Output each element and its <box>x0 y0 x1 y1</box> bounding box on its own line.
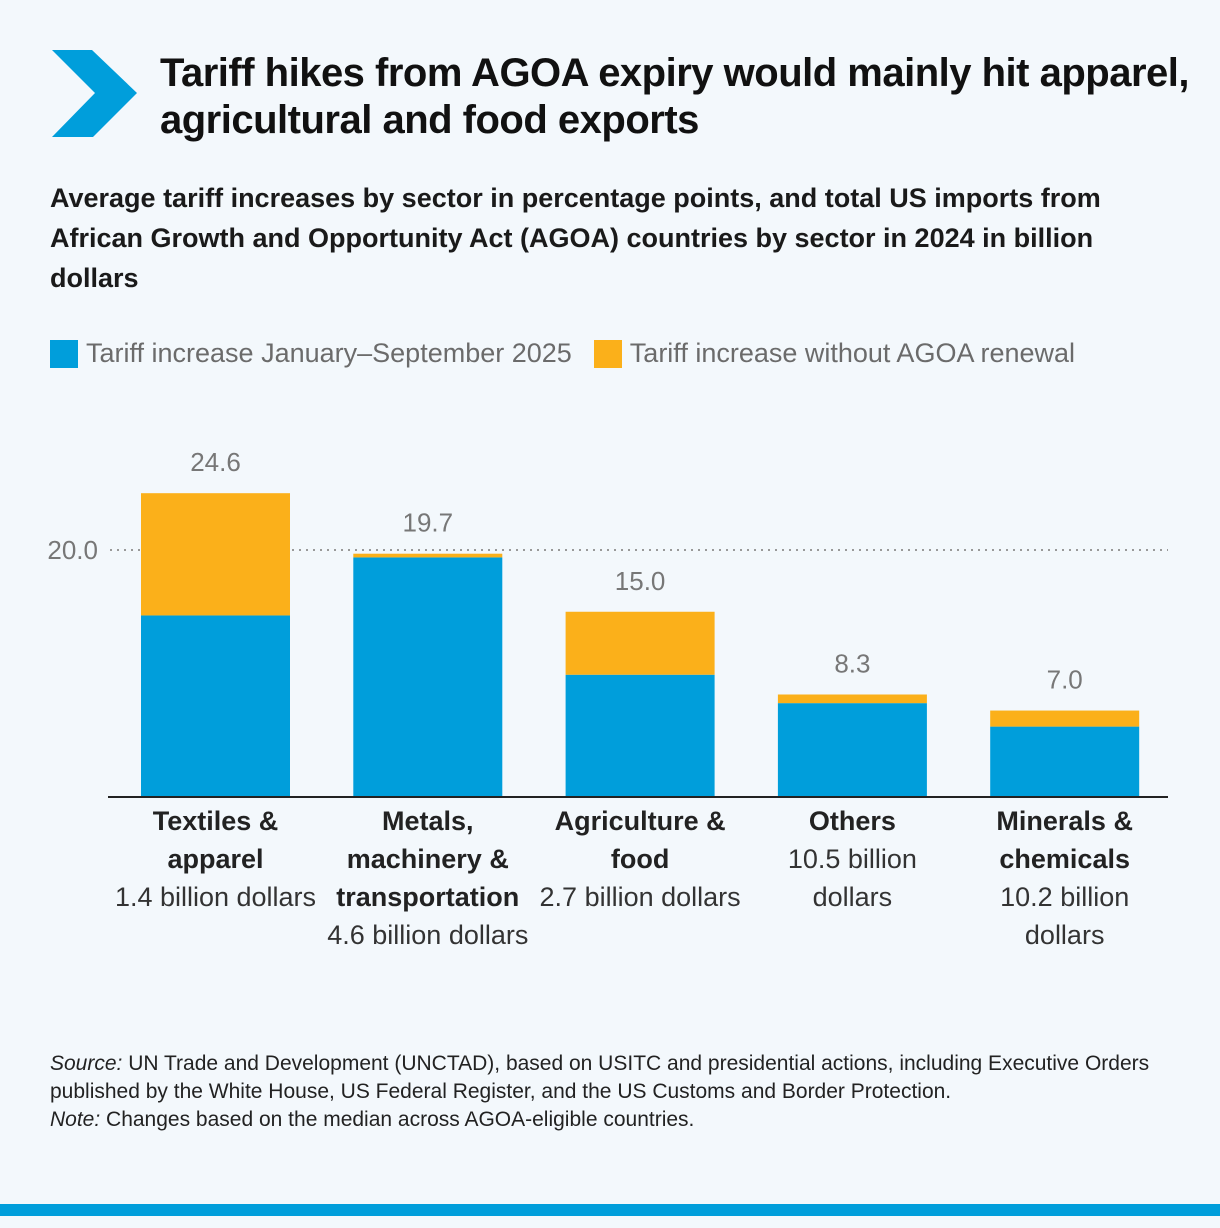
legend-swatch <box>50 339 78 368</box>
total-label: 15.0 <box>615 566 666 596</box>
bar-segment-1 <box>990 726 1140 797</box>
category-label: Agriculture & food 2.7 billion dollars <box>535 802 745 916</box>
note: Note: Changes based on the median across… <box>50 1108 695 1131</box>
chart-subtitle: Average tariff increases by sector in pe… <box>50 183 1101 293</box>
legend-label: Tariff increase January–September 2025 <box>86 338 572 368</box>
category-imports: 10.2 billion dollars <box>1000 882 1130 950</box>
bar-segment-1 <box>141 615 290 797</box>
category-imports: 2.7 billion dollars <box>539 882 741 912</box>
category-label: Minerals & chemicals 10.2 billion dollars <box>960 802 1170 954</box>
category-name: Metals, machinery & transportation <box>336 806 520 912</box>
bar-segment-2 <box>353 553 503 558</box>
category-label: Metals, machinery & transportation 4.6 bi… <box>323 802 533 954</box>
total-label: 8.3 <box>834 648 870 678</box>
y-tick-label: 20.0 <box>47 535 98 565</box>
legend-item-series2: Tariff increase without AGOA renewal <box>593 338 1076 369</box>
category-label: Textiles & apparel 1.4 billion dollars <box>111 802 321 916</box>
category-imports: 4.6 billion dollars <box>327 920 529 950</box>
chart-title: Tariff hikes from AGOA expiry would main… <box>160 51 1190 142</box>
category-label: Others 10.5 billion dollars <box>747 802 957 916</box>
category-name: Textiles & apparel <box>152 806 279 874</box>
total-label: 19.7 <box>402 508 453 538</box>
category-name: Minerals & chemicals <box>996 806 1133 874</box>
category-name: Others <box>808 806 896 836</box>
legend: Tariff increase January–September 2025 T… <box>50 338 1097 369</box>
category-imports: 1.4 billion dollars <box>114 882 317 912</box>
chevron-right-icon <box>52 50 137 137</box>
bar-segment-2 <box>777 694 927 704</box>
source-note: Source: UN Trade and Development (UNCTAD… <box>50 1052 1150 1103</box>
bar-segment-1 <box>777 703 927 797</box>
legend-label: Tariff increase without AGOA renewal <box>629 338 1076 368</box>
bar-segment-2 <box>990 710 1140 727</box>
bar-segment-2 <box>565 611 715 675</box>
total-label: 24.6 <box>190 447 241 477</box>
footer: Source: UN Trade and Development (UNCTAD… <box>50 1050 1170 1134</box>
category-imports: 10.5 billion dollars <box>787 844 917 912</box>
bottom-accent-bar <box>0 1204 1220 1216</box>
legend-item-series1: Tariff increase January–September 2025 <box>50 338 572 369</box>
category-name: Agriculture & food <box>554 806 726 874</box>
bar-segment-1 <box>353 557 503 797</box>
legend-swatch <box>593 339 622 368</box>
bar-segment-2 <box>141 493 290 616</box>
total-label: 7.0 <box>1047 665 1083 695</box>
bar-segment-1 <box>565 674 715 797</box>
